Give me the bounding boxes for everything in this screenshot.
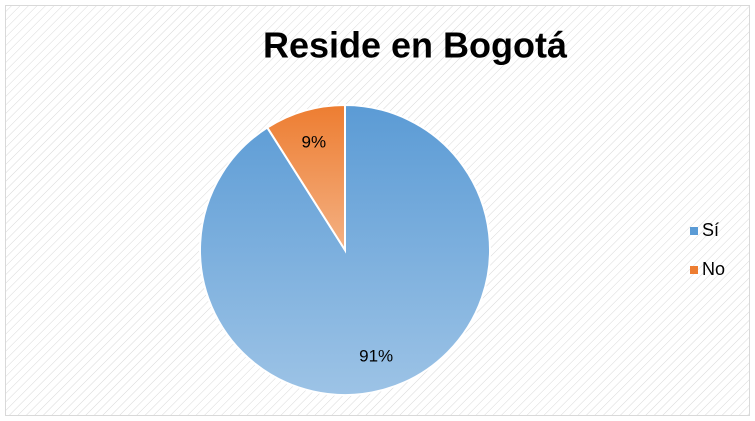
pie-slice [265,103,346,254]
data-label: 9% [302,132,327,151]
legend-swatch [690,266,698,274]
legend-label: No [702,259,725,279]
legend-swatch [690,227,698,235]
chart-title: Reside en Bogotá [263,25,568,66]
data-label: 91% [359,347,393,366]
legend-label: Sí [702,220,719,240]
